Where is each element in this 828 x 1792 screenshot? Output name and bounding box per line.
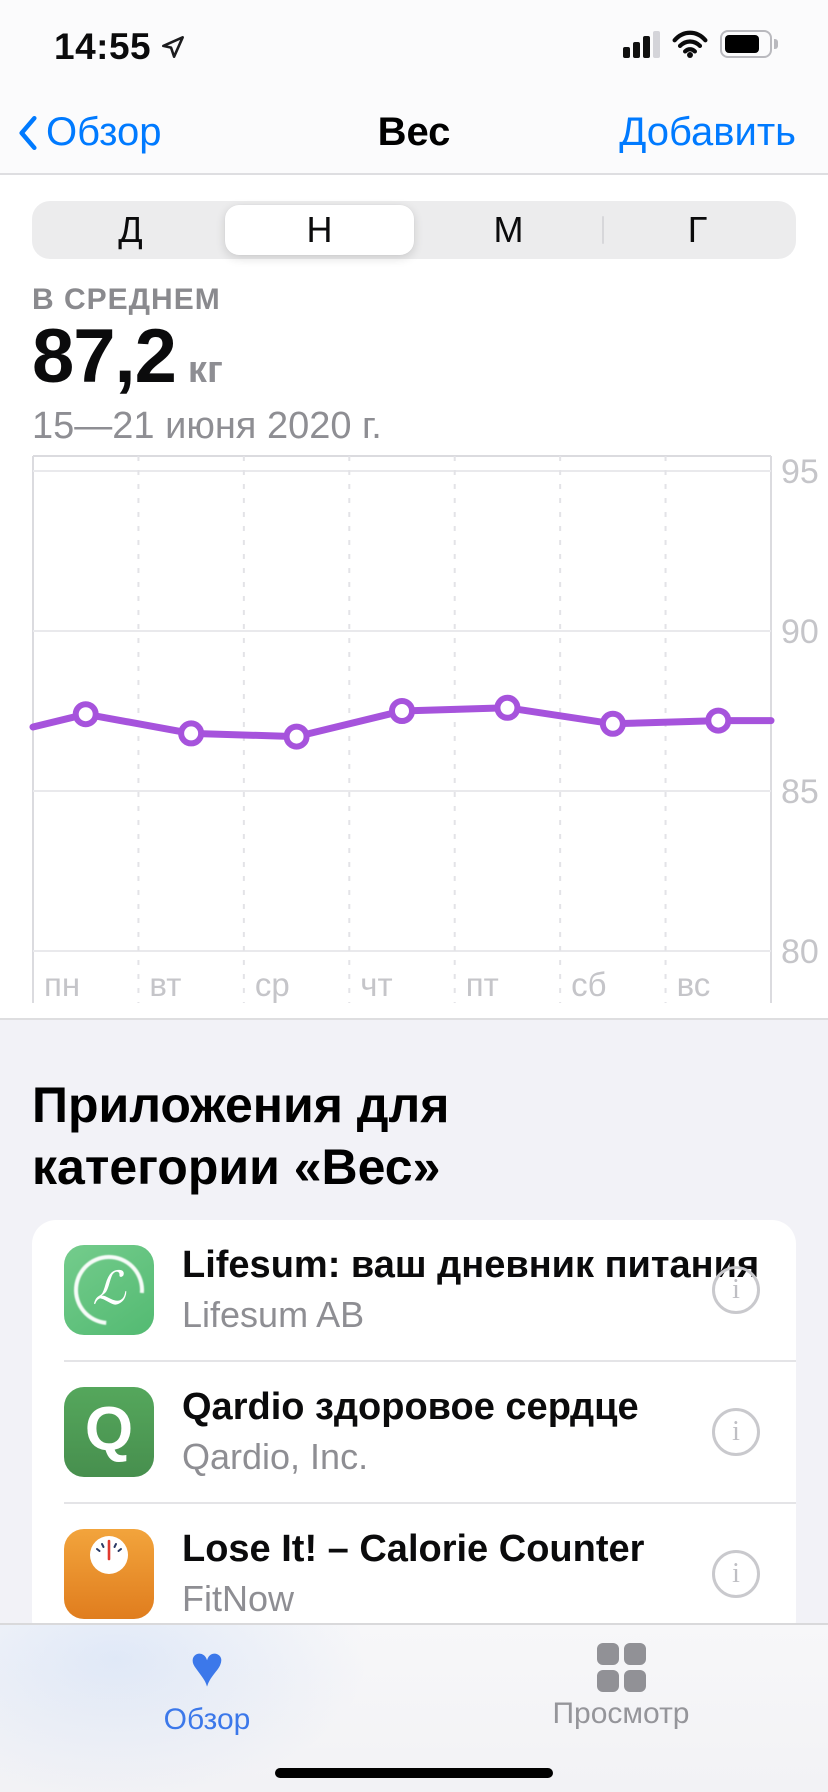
app-row-qardio[interactable]: Q Qardio здоровое сердце Qardio, Inc. i bbox=[64, 1360, 796, 1502]
section-title: Приложения для категории «Вес» bbox=[32, 1077, 450, 1195]
chevron-left-icon bbox=[19, 115, 37, 150]
home-indicator[interactable] bbox=[275, 1768, 553, 1778]
app-row-loseit[interactable]: Lose It! – Calorie Counter FitNow i bbox=[64, 1502, 796, 1644]
wifi-icon bbox=[672, 30, 708, 58]
status-bar: 14:55 bbox=[0, 0, 828, 92]
svg-text:85: 85 bbox=[781, 773, 819, 811]
average-value: 87,2 bbox=[32, 314, 177, 399]
clock: 14:55 bbox=[54, 26, 152, 67]
grid-icon bbox=[597, 1643, 646, 1692]
svg-text:80: 80 bbox=[781, 933, 819, 971]
info-icon[interactable]: i bbox=[712, 1266, 760, 1314]
svg-text:пт: пт bbox=[466, 966, 499, 1003]
lifesum-glyph: ℒ bbox=[92, 1261, 126, 1315]
lifesum-app-icon: ℒ bbox=[64, 1245, 154, 1335]
segment-day[interactable]: Д bbox=[118, 209, 143, 250]
segment-divider bbox=[602, 216, 604, 244]
average-summary: В СРЕДНЕМ 87,2 кг 15—21 июня 2020 г. bbox=[0, 283, 828, 448]
svg-text:ср: ср bbox=[255, 966, 290, 1003]
info-icon[interactable]: i bbox=[712, 1550, 760, 1598]
svg-text:вс: вс bbox=[677, 966, 711, 1003]
back-button[interactable]: Обзор bbox=[16, 110, 162, 155]
navigation-bar: Обзор Вес Добавить bbox=[0, 92, 828, 175]
tab-label: Обзор bbox=[163, 1703, 251, 1736]
segment-month[interactable]: М bbox=[493, 209, 524, 250]
info-glyph: i bbox=[732, 1558, 740, 1589]
svg-text:95: 95 bbox=[781, 454, 819, 491]
tab-bar: ♥ Обзор Просмотр bbox=[0, 1623, 828, 1792]
info-icon[interactable]: i bbox=[712, 1408, 760, 1456]
back-button-label: Обзор bbox=[46, 110, 162, 154]
qardio-glyph: Q bbox=[84, 1394, 134, 1464]
app-row-lifesum[interactable]: ℒ Lifesum: ваш дневник питания Lifesum A… bbox=[32, 1220, 796, 1360]
date-range: 15—21 июня 2020 г. bbox=[32, 405, 382, 447]
svg-text:пн: пн bbox=[44, 966, 80, 1003]
app-name: Lose It! – Calorie Counter bbox=[182, 1528, 645, 1570]
cell-signal-icon bbox=[623, 30, 660, 58]
battery-icon bbox=[720, 30, 778, 58]
app-name: Qardio здоровое сердце bbox=[182, 1386, 639, 1428]
svg-text:чт: чт bbox=[360, 966, 392, 1003]
tab-label: Просмотр bbox=[552, 1697, 690, 1730]
apps-card: ℒ Lifesum: ваш дневник питания Lifesum A… bbox=[32, 1220, 796, 1644]
add-button[interactable]: Добавить bbox=[619, 110, 796, 154]
average-label: В СРЕДНЕМ bbox=[32, 283, 221, 316]
svg-text:сб: сб bbox=[571, 966, 606, 1003]
app-developer: Qardio, Inc. bbox=[182, 1436, 369, 1477]
app-name: Lifesum: ваш дневник питания bbox=[182, 1244, 760, 1286]
info-glyph: i bbox=[732, 1416, 740, 1447]
tab-summary[interactable]: ♥ Обзор bbox=[0, 1637, 414, 1792]
loseit-app-icon bbox=[64, 1529, 154, 1619]
tab-browse[interactable]: Просмотр bbox=[414, 1637, 828, 1792]
info-glyph: i bbox=[732, 1274, 740, 1305]
location-arrow-icon bbox=[162, 36, 185, 58]
svg-text:вт: вт bbox=[149, 966, 181, 1003]
weight-line-chart[interactable]: 95 90 85 80 пн вт ср чт пт сб вс bbox=[0, 454, 828, 1010]
page-title: Вес bbox=[377, 110, 451, 154]
heart-icon: ♥ bbox=[189, 1634, 225, 1699]
app-developer: FitNow bbox=[182, 1578, 295, 1619]
app-developer: Lifesum AB bbox=[182, 1294, 365, 1335]
svg-text:90: 90 bbox=[781, 613, 819, 651]
qardio-app-icon: Q bbox=[64, 1387, 154, 1477]
period-segmented-control: Д Н М Г bbox=[32, 201, 796, 259]
segment-week[interactable]: Н bbox=[225, 205, 414, 255]
scale-dial-icon bbox=[90, 1536, 128, 1574]
average-unit: кг bbox=[187, 349, 223, 391]
segment-year[interactable]: Г bbox=[687, 209, 708, 250]
